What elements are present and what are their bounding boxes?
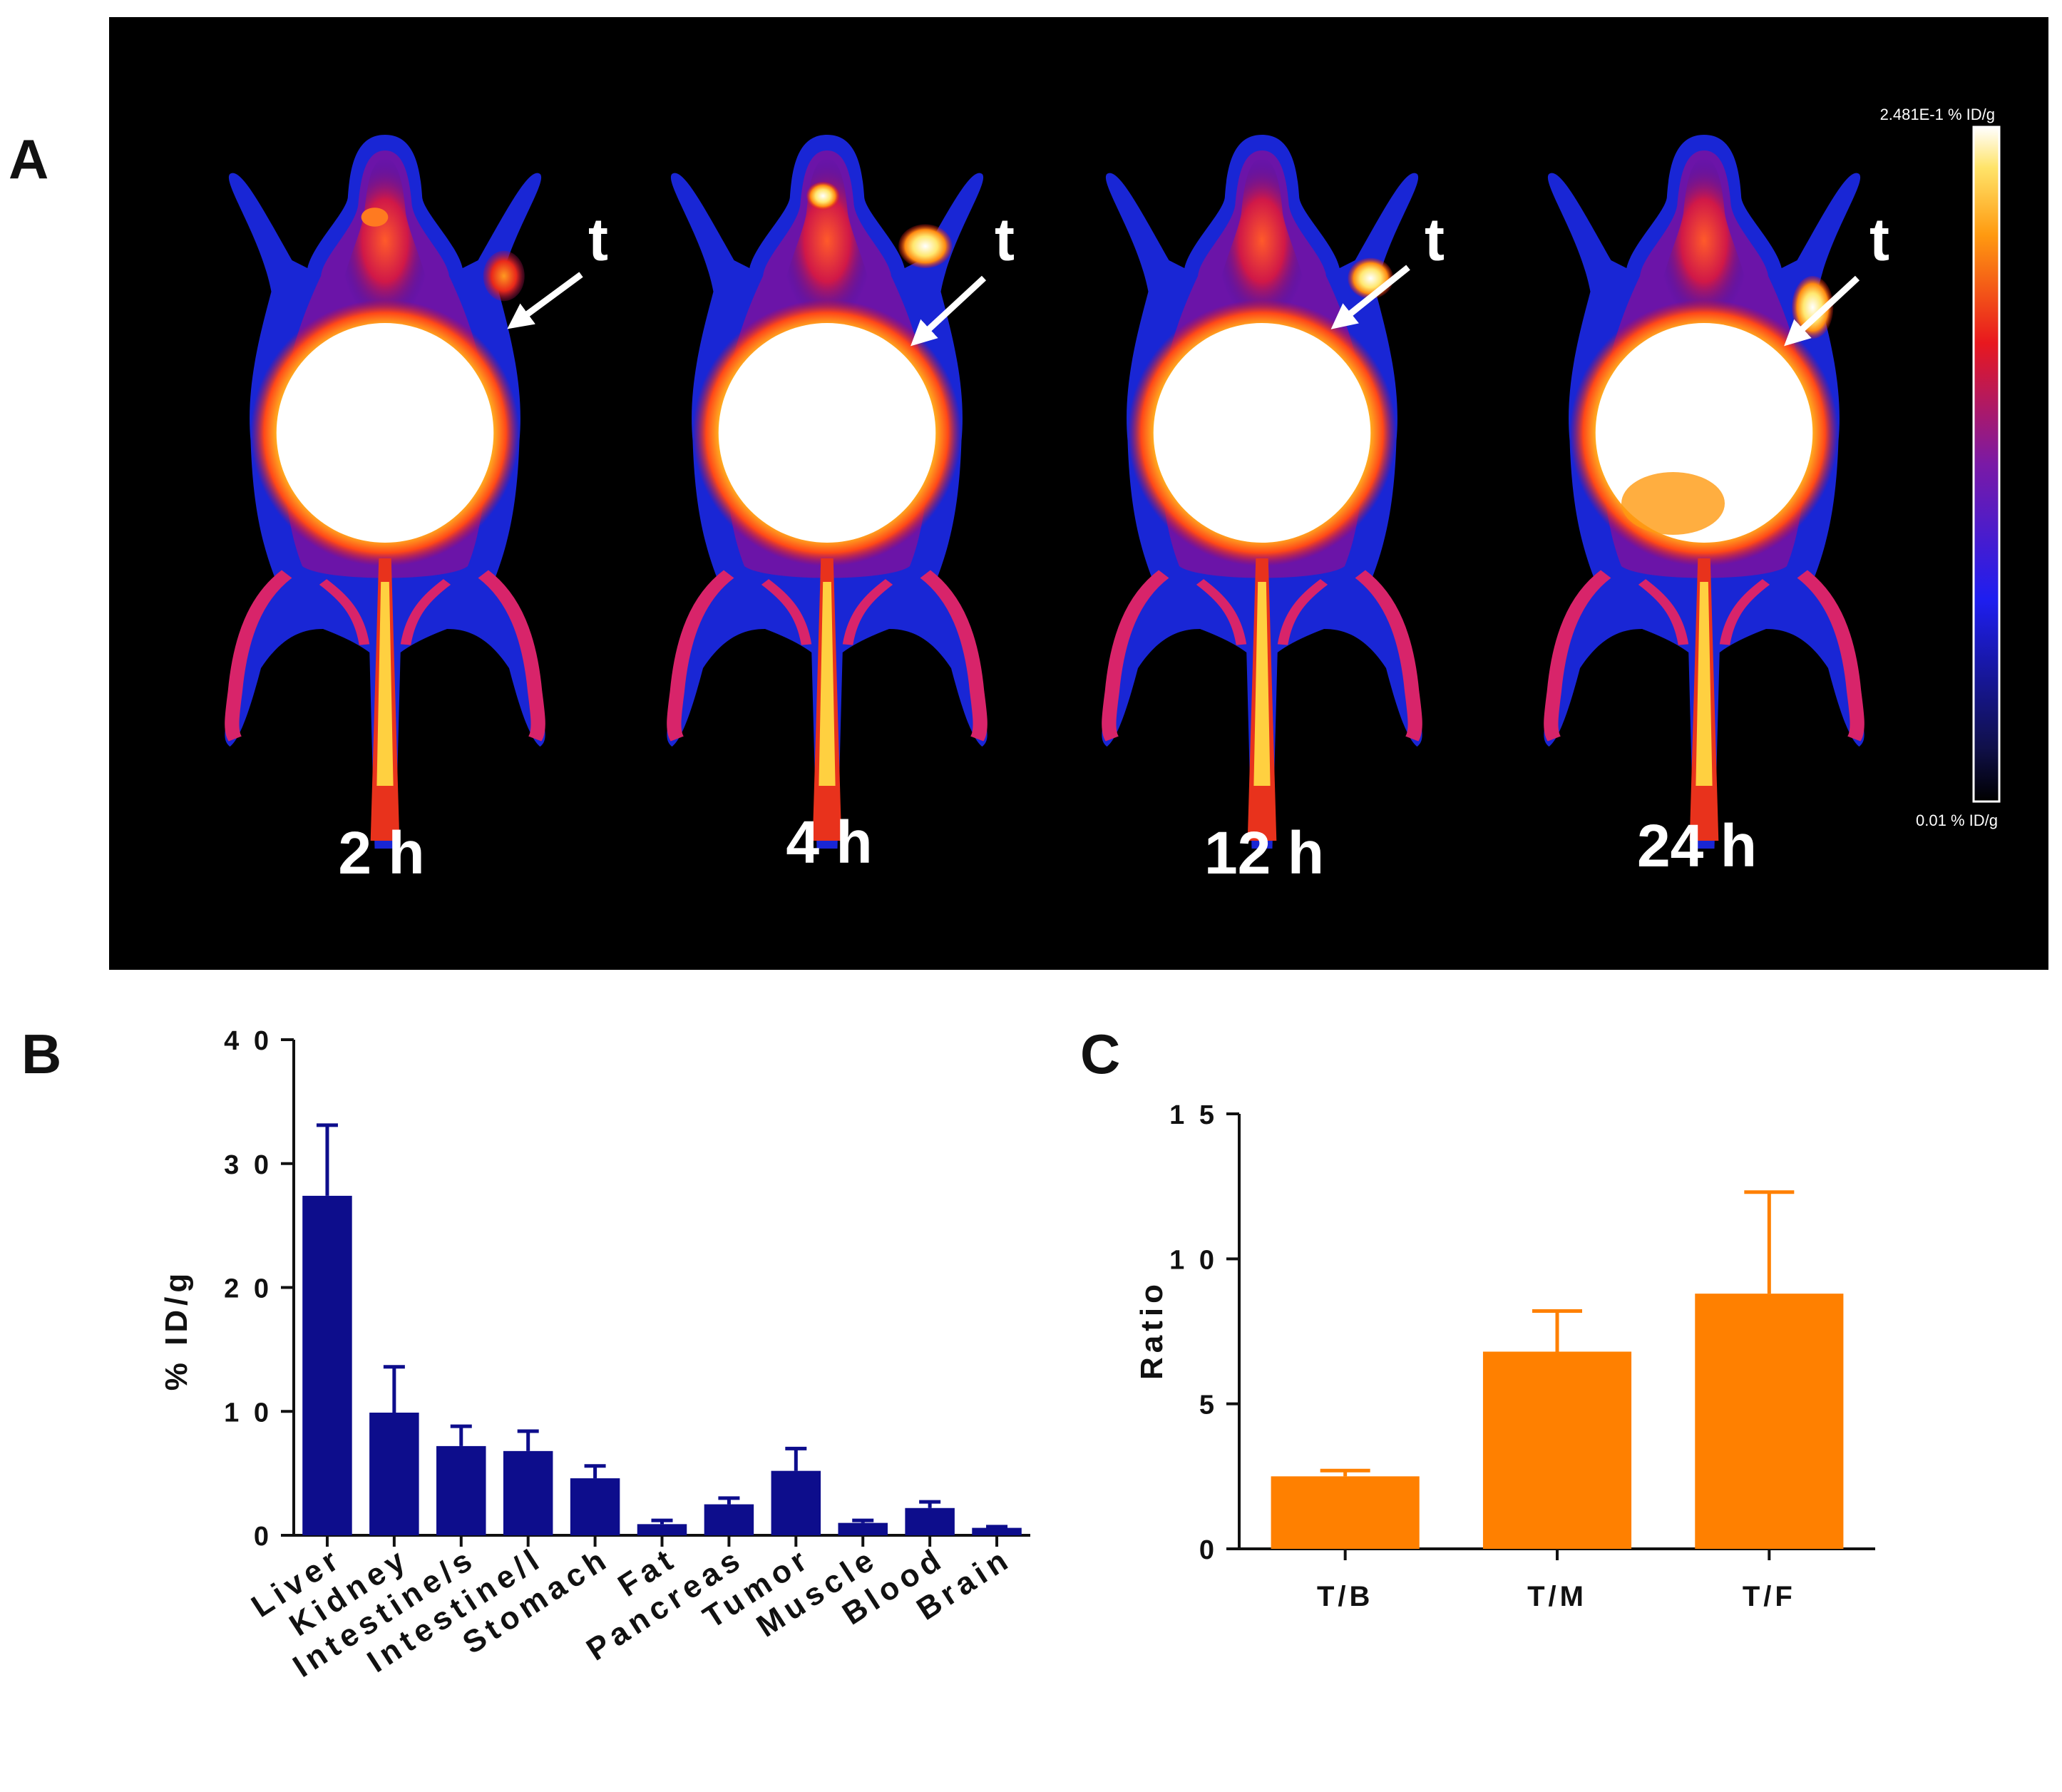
- bar: [503, 1450, 553, 1535]
- bar: [302, 1195, 352, 1535]
- tumor-arrow-4h: [911, 275, 987, 347]
- mouse-image-2h: [225, 135, 545, 849]
- panel-a: A t t t t 2 h: [9, 17, 2048, 970]
- tumor-spot-12h: [1348, 257, 1394, 299]
- tumor-marker-12h: t: [1425, 206, 1445, 273]
- y-tick-label: 2 0: [224, 1274, 272, 1304]
- bar: [1695, 1294, 1844, 1549]
- timepoint-label-4h: 4 h: [786, 809, 872, 876]
- tumor-marker-2h: t: [588, 206, 608, 273]
- y-tick-label: 3 0: [224, 1150, 272, 1180]
- tumor-marker-4h: t: [995, 206, 1015, 273]
- panel-a-letter: A: [9, 128, 48, 190]
- chart-b-plot: 01 02 03 04 0LiverKidneyIntestine/sIntes…: [224, 1026, 1030, 1684]
- y-tick-label: 0: [254, 1522, 272, 1552]
- bar: [704, 1504, 754, 1535]
- chart-b-y-axis-title: % ID/g: [159, 1269, 194, 1391]
- tumor-arrow-24h: [1784, 275, 1860, 347]
- bar: [570, 1478, 620, 1535]
- panel-b: B % ID/g 01 02 03 04 0LiverKidneyIntesti…: [21, 1023, 1030, 1684]
- bar: [838, 1522, 888, 1535]
- y-tick-label: 1 5: [1169, 1100, 1218, 1130]
- tumor-spot-2h: [483, 250, 525, 302]
- x-category-label: T/F: [1743, 1581, 1796, 1612]
- timepoint-label-24h: 24 h: [1637, 812, 1757, 879]
- y-tick-label: 4 0: [224, 1026, 272, 1056]
- panel-b-letter: B: [21, 1023, 61, 1085]
- tumor-arrow-12h: [1330, 265, 1410, 329]
- x-category-label: T/M: [1527, 1581, 1587, 1612]
- bar: [436, 1445, 486, 1535]
- x-category-label: T/B: [1317, 1581, 1373, 1612]
- tumor-marker-24h: t: [1869, 206, 1889, 273]
- y-tick-label: 0: [1199, 1535, 1218, 1565]
- panel-c: C Ratio 0 5 1 0 1 5 T/B T/M T/F: [1080, 1023, 1875, 1612]
- bar: [1271, 1476, 1420, 1549]
- y-tick-label: 5: [1199, 1391, 1218, 1420]
- timepoint-label-12h: 12 h: [1204, 819, 1324, 886]
- tumor-arrow-2h: [507, 272, 583, 329]
- panel-c-letter: C: [1080, 1023, 1120, 1085]
- y-tick-label: 1 0: [1169, 1245, 1218, 1275]
- tumor-spot-4h: [898, 224, 953, 268]
- colorbar-min-label: 0.01 % ID/g: [1916, 811, 1998, 829]
- y-tick-label: 1 0: [224, 1398, 272, 1428]
- bar: [637, 1524, 687, 1535]
- chart-c-y-axis-title: Ratio: [1134, 1280, 1169, 1380]
- bar: [1482, 1351, 1632, 1549]
- colorbar-max-label: 2.481E-1 % ID/g: [1880, 106, 1995, 123]
- bar: [972, 1527, 1022, 1535]
- timepoint-label-2h: 2 h: [338, 819, 424, 886]
- colorbar: [1972, 126, 2001, 803]
- bar: [905, 1507, 955, 1535]
- bar: [771, 1470, 821, 1535]
- mouse-image-4h: [667, 135, 987, 849]
- bar: [369, 1412, 419, 1535]
- chart-c-plot: 0 5 1 0 1 5 T/B T/M T/F: [1169, 1100, 1875, 1612]
